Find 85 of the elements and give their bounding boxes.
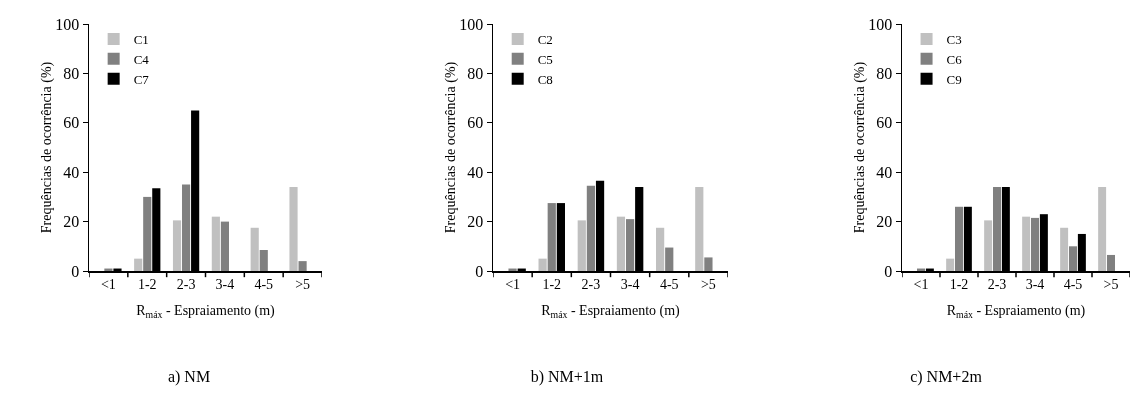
y-tick-label: 100 (459, 15, 484, 33)
x-tick-label: 1-2 (137, 277, 157, 293)
y-tick-label: 40 (876, 163, 893, 181)
y-axis-title: Frequências de ocorrência (%) (38, 61, 55, 234)
bar (172, 220, 182, 271)
bar (1060, 227, 1069, 271)
bar (298, 261, 307, 271)
bar (993, 187, 1001, 271)
bar (220, 221, 229, 271)
x-tick-label: 4-5 (659, 277, 679, 293)
bar (946, 258, 955, 271)
bar (625, 219, 635, 271)
y-tick-label: 60 (467, 114, 484, 132)
y-axis-title: Frequências de ocorrência (%) (442, 61, 459, 234)
x-tick-label: >5 (1103, 277, 1119, 293)
text: b) NM+1m (530, 367, 604, 386)
bar (695, 187, 704, 271)
x-tick-label: 4-5 (254, 277, 274, 293)
bar (508, 268, 517, 271)
bar (259, 250, 268, 271)
bar (665, 247, 674, 271)
y-tick-label: 20 (876, 213, 893, 231)
bar (143, 196, 152, 271)
y-tick-label: 60 (63, 114, 80, 132)
y-tick-label: 40 (63, 163, 80, 181)
y-tick-label: 40 (467, 163, 484, 181)
legend-label: C6 (946, 51, 963, 67)
legend-label: C3 (946, 32, 962, 48)
bar (984, 220, 993, 271)
legend-label: C9 (946, 71, 962, 87)
y-tick-label: 0 (884, 262, 893, 280)
x-tick-label: <1 (100, 277, 116, 293)
bar (586, 185, 596, 271)
y-tick-label: 100 (868, 15, 893, 33)
text: c) NM+2m (910, 367, 983, 386)
y-tick-label: 20 (63, 213, 80, 231)
bar (616, 216, 626, 271)
bar (211, 216, 220, 271)
bar (538, 258, 547, 271)
bar (134, 258, 143, 271)
x-tick-label: 1-2 (949, 277, 969, 293)
x-tick-label: 3-4 (215, 277, 235, 293)
legend-label: C1 (133, 32, 149, 48)
legend-label: C8 (537, 71, 553, 87)
x-axis-title: R$_{máx}$ - Espraiamento (m) (541, 303, 681, 321)
y-axis-title: Frequências de ocorrência (%) (851, 61, 868, 234)
bar (289, 187, 298, 271)
x-tick-label: <1 (913, 277, 929, 293)
x-tick-label: >5 (700, 277, 716, 293)
legend-label: C7 (133, 71, 150, 87)
bar (656, 227, 665, 271)
bar (1107, 254, 1115, 271)
y-tick-label: 0 (475, 262, 484, 280)
x-tick-label: 1-2 (542, 277, 562, 293)
text: a) NM (167, 367, 211, 386)
legend-label: C4 (133, 51, 150, 67)
y-tick-label: 0 (71, 262, 80, 280)
y-tick-label: 80 (63, 65, 80, 82)
legend-label: C5 (537, 51, 553, 67)
x-tick-label: 2-3 (176, 277, 196, 293)
bar (182, 184, 191, 271)
y-tick-label: 80 (467, 65, 484, 82)
x-axis-title: R$_{máx}$ - Espraiamento (m) (946, 303, 1086, 321)
x-tick-label: <1 (505, 277, 521, 293)
bar (250, 227, 259, 271)
x-axis-title: R$_{máx}$ - Espraiamento (m) (136, 303, 276, 321)
bar (1022, 216, 1031, 271)
x-tick-label: 4-5 (1063, 277, 1083, 293)
bar (577, 220, 586, 271)
x-tick-label: >5 (295, 277, 311, 293)
bar (704, 257, 713, 271)
y-tick-label: 60 (876, 114, 893, 132)
bar (1069, 246, 1077, 271)
x-tick-label: 2-3 (581, 277, 601, 293)
bar (955, 206, 963, 271)
bar (1098, 187, 1107, 271)
bar (1031, 217, 1039, 271)
y-tick-label: 100 (55, 15, 80, 33)
legend-label: C2 (537, 32, 553, 48)
x-tick-label: 2-3 (987, 277, 1007, 293)
x-tick-label: 3-4 (1025, 277, 1045, 293)
y-tick-label: 20 (467, 213, 484, 231)
y-tick-label: 80 (876, 65, 893, 82)
x-tick-label: 3-4 (620, 277, 640, 293)
bar (547, 203, 556, 271)
